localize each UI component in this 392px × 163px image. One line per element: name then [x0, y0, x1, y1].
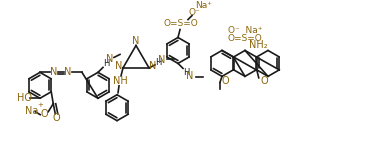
Text: N: N: [186, 71, 194, 81]
Text: H: H: [183, 68, 189, 77]
Text: NH: NH: [113, 76, 127, 86]
Text: N: N: [50, 67, 58, 77]
Text: O⁻  Na⁺: O⁻ Na⁺: [228, 26, 262, 35]
Text: N: N: [132, 37, 140, 46]
Text: O: O: [53, 113, 60, 123]
Text: +: +: [37, 102, 43, 108]
Text: O⁻: O⁻: [188, 8, 200, 17]
Text: O=S=O: O=S=O: [228, 34, 262, 43]
Text: HO: HO: [16, 93, 31, 103]
Text: O=S=O: O=S=O: [163, 19, 198, 28]
Text: N: N: [158, 55, 166, 65]
Text: N: N: [64, 67, 72, 77]
Text: O: O: [40, 109, 48, 119]
Text: O: O: [221, 76, 229, 86]
Text: NH₂: NH₂: [249, 40, 267, 51]
Text: N: N: [115, 61, 123, 71]
Text: N: N: [106, 54, 114, 64]
Text: Na⁺: Na⁺: [196, 1, 212, 10]
Text: H: H: [155, 58, 161, 67]
Text: Na: Na: [25, 106, 38, 116]
Text: N: N: [149, 61, 157, 71]
Text: O: O: [260, 76, 268, 86]
Text: H: H: [103, 59, 109, 68]
